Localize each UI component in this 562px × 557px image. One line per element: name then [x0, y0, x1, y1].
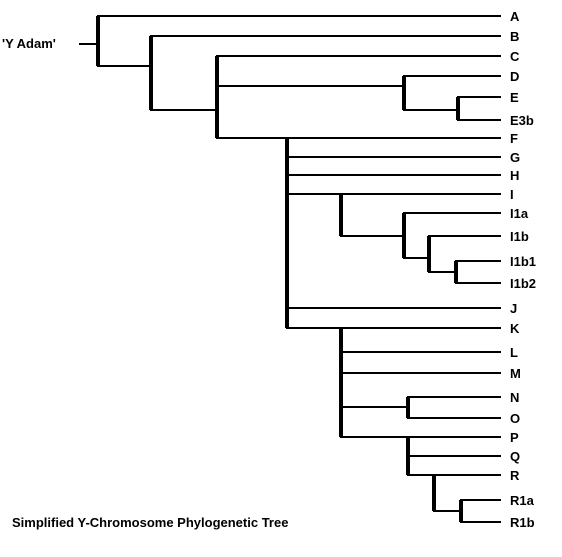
leaf-label-p: P: [510, 430, 519, 445]
leaf-label-c: C: [510, 49, 520, 64]
leaf-label-i1a: I1a: [510, 206, 529, 221]
leaf-label-a: A: [510, 9, 520, 24]
figure-caption: Simplified Y-Chromosome Phylogenetic Tre…: [12, 515, 288, 530]
leaf-label-d: D: [510, 69, 519, 84]
leaf-label-r1b: R1b: [510, 515, 535, 530]
leaf-label-i: I: [510, 187, 514, 202]
leaf-label-i1b: I1b: [510, 229, 529, 244]
leaf-label-o: O: [510, 411, 520, 426]
leaf-label-i1b2: I1b2: [510, 276, 536, 291]
leaf-label-g: G: [510, 150, 520, 165]
leaf-label-b: B: [510, 29, 519, 44]
leaf-label-e: E: [510, 90, 519, 105]
leaf-label-q: Q: [510, 449, 520, 464]
leaf-label-l: L: [510, 345, 518, 360]
leaf-label-j: J: [510, 301, 517, 316]
leaf-label-h: H: [510, 168, 519, 183]
root-label: 'Y Adam': [2, 36, 56, 51]
leaf-label-r: R: [510, 468, 520, 483]
leaf-label-f: F: [510, 131, 518, 146]
leaf-label-e3b: E3b: [510, 113, 534, 128]
leaf-label-i1b1: I1b1: [510, 254, 536, 269]
tree-branches: [79, 15, 501, 523]
leaf-label-k: K: [510, 321, 520, 336]
leaf-label-n: N: [510, 390, 519, 405]
leaf-label-r1a: R1a: [510, 493, 535, 508]
leaf-label-m: M: [510, 366, 521, 381]
